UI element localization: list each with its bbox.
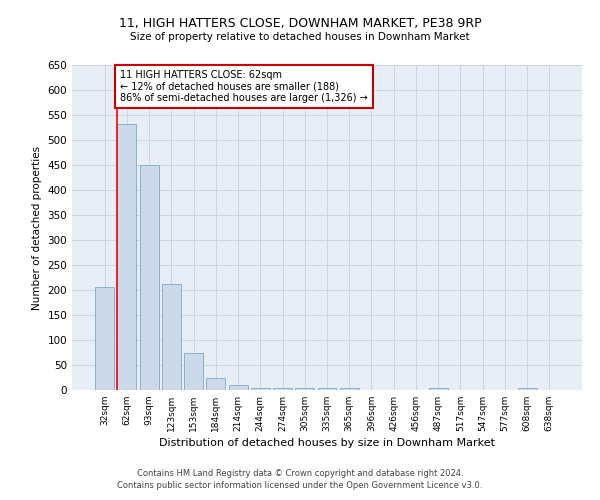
Bar (95, 286, 114, 390)
Bar (273, 388, 292, 390)
Bar (162, 284, 181, 390)
Text: Size of property relative to detached houses in Downham Market: Size of property relative to detached ho… (130, 32, 470, 42)
Text: Contains HM Land Registry data © Crown copyright and database right 2024.: Contains HM Land Registry data © Crown c… (137, 468, 463, 477)
Bar (140, 165, 158, 390)
Bar (251, 388, 270, 390)
Text: 11 HIGH HATTERS CLOSE: 62sqm
← 12% of detached houses are smaller (188)
86% of s: 11 HIGH HATTERS CLOSE: 62sqm ← 12% of de… (120, 70, 368, 103)
X-axis label: Distribution of detached houses by size in Downham Market: Distribution of detached houses by size … (159, 438, 495, 448)
Bar (317, 388, 337, 390)
Bar (206, 378, 225, 390)
Y-axis label: Number of detached properties: Number of detached properties (32, 146, 42, 310)
Bar (229, 385, 248, 390)
Bar (518, 388, 536, 390)
Text: 11, HIGH HATTERS CLOSE, DOWNHAM MARKET, PE38 9RP: 11, HIGH HATTERS CLOSE, DOWNHAM MARKET, … (119, 18, 481, 30)
Bar (295, 388, 314, 390)
Text: Contains public sector information licensed under the Open Government Licence v3: Contains public sector information licen… (118, 481, 482, 490)
Bar (184, 352, 203, 390)
Bar (118, 124, 136, 390)
Bar (340, 388, 359, 390)
Bar (429, 388, 448, 390)
